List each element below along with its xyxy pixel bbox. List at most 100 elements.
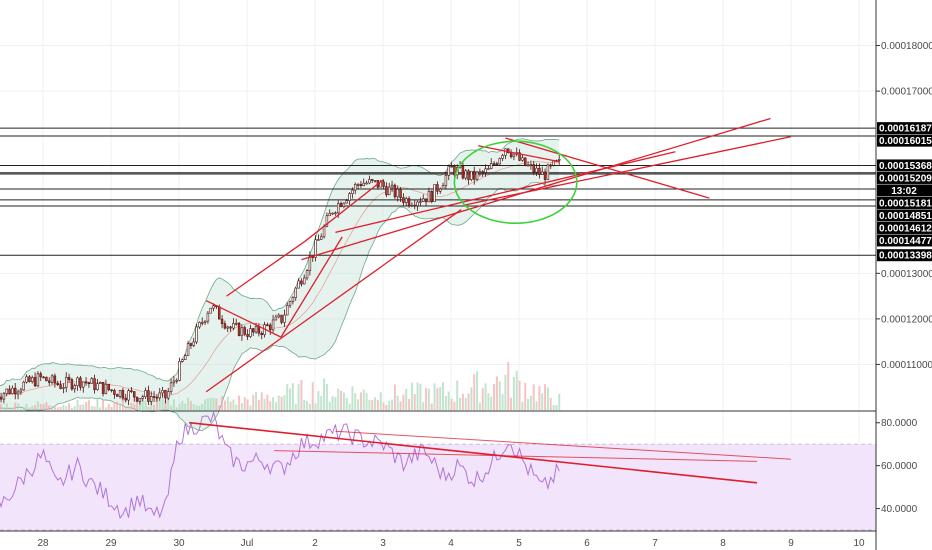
- volume-bar: [56, 407, 59, 410]
- volume-bar: [28, 407, 31, 410]
- price-tick-label: 0.00012000: [881, 314, 932, 325]
- candle-up: [226, 326, 229, 329]
- candle-down: [59, 384, 62, 389]
- candle-down: [28, 376, 31, 382]
- candle-down: [113, 390, 116, 395]
- trend-line: [226, 240, 306, 297]
- candle-down: [524, 157, 527, 166]
- volume-bar: [391, 399, 394, 410]
- candle-up: [172, 380, 176, 384]
- candle-down: [300, 280, 303, 285]
- candle-up: [484, 168, 487, 173]
- candle-down: [155, 396, 159, 399]
- volume-bar: [399, 401, 402, 410]
- price-tag-label: 0.00015209: [879, 173, 932, 184]
- candle-up: [158, 392, 161, 399]
- candle-up: [529, 164, 533, 166]
- time-tag-label: 13:02: [891, 186, 917, 197]
- volume-bar: [323, 378, 326, 410]
- candle-up: [303, 277, 306, 285]
- volume-bar: [393, 384, 396, 410]
- volume-bar: [153, 404, 156, 410]
- candle-down: [518, 152, 521, 161]
- volume-bar: [62, 404, 65, 410]
- rsi-line: [0, 410, 560, 520]
- volume-bar: [442, 382, 445, 410]
- volume-bar: [51, 405, 54, 410]
- volume-bar: [269, 401, 272, 410]
- volume-bar: [39, 403, 42, 410]
- trend-line: [205, 300, 282, 338]
- volume-bar: [501, 393, 504, 410]
- volume-bar: [368, 399, 371, 410]
- volume-bar: [439, 387, 442, 410]
- price-tag: [877, 196, 932, 209]
- candle-up: [31, 377, 34, 382]
- candle-up: [512, 153, 516, 158]
- trend-line: [335, 151, 676, 233]
- volume-bar: [201, 403, 204, 410]
- candle-up: [388, 186, 391, 196]
- candle-up: [127, 390, 130, 401]
- volume-bar: [444, 395, 447, 410]
- volume-bar: [521, 401, 524, 410]
- volume-bar: [470, 387, 473, 410]
- volume-bar: [5, 403, 8, 410]
- candle-up: [73, 385, 76, 390]
- rsi-tick-label: 40.0000: [881, 504, 918, 515]
- volume-bar: [48, 405, 51, 410]
- candle-down: [509, 152, 513, 158]
- volume-bar: [127, 405, 130, 410]
- candle-up: [161, 390, 164, 394]
- volume-bar: [289, 388, 292, 410]
- candle-up: [552, 160, 555, 166]
- volume-bar: [311, 382, 314, 410]
- volume-bar: [478, 402, 481, 410]
- volume-bar: [334, 396, 337, 410]
- candle-up: [325, 215, 329, 227]
- candle-up: [235, 322, 238, 325]
- candle-up: [198, 322, 201, 328]
- candle-up: [201, 321, 204, 324]
- volume-bar: [19, 408, 22, 410]
- candle-up: [419, 201, 422, 203]
- candle-up: [405, 198, 408, 203]
- volume-bar: [257, 399, 260, 410]
- volume-bar: [59, 406, 62, 410]
- volume-bar: [175, 407, 178, 410]
- candle-up: [118, 390, 122, 397]
- candle-up: [232, 323, 235, 329]
- volume-bar: [450, 398, 453, 410]
- volume-bar: [320, 396, 323, 410]
- price-tag: [877, 122, 932, 135]
- volume-bar: [300, 380, 303, 410]
- volume-bar: [36, 401, 39, 410]
- volume-bar: [297, 384, 300, 410]
- volume-bar: [260, 392, 263, 410]
- volume-bar: [413, 394, 416, 410]
- price-tag-label: 0.00016187: [879, 124, 932, 135]
- candle-up: [144, 390, 147, 397]
- candle-down: [532, 164, 535, 173]
- candle-down: [93, 378, 96, 390]
- volume-bar: [272, 397, 275, 410]
- candle-up: [487, 168, 490, 170]
- candle-up: [192, 341, 195, 346]
- volume-bar: [328, 401, 331, 410]
- candle-down: [67, 376, 71, 380]
- candle-down: [53, 375, 57, 384]
- candle-down: [402, 197, 405, 203]
- volume-bar: [107, 403, 110, 410]
- volume-bar: [34, 404, 37, 410]
- candle-up: [181, 359, 184, 362]
- volume-bar: [119, 403, 122, 410]
- volume-bar: [422, 402, 425, 410]
- volume-bar: [144, 400, 147, 410]
- candle-down: [237, 322, 241, 336]
- candle-down: [87, 382, 91, 384]
- volume-bar: [467, 393, 470, 410]
- price-tick-label: 0.00013000: [881, 269, 932, 280]
- candle-up: [2, 393, 6, 400]
- volume-bar: [476, 371, 479, 410]
